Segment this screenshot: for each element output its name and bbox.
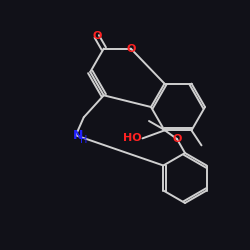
Text: N: N <box>72 129 83 142</box>
Text: H: H <box>80 135 88 145</box>
Text: O: O <box>172 134 182 144</box>
Text: O: O <box>126 44 136 54</box>
Text: HO: HO <box>123 134 142 143</box>
Text: O: O <box>92 32 102 42</box>
